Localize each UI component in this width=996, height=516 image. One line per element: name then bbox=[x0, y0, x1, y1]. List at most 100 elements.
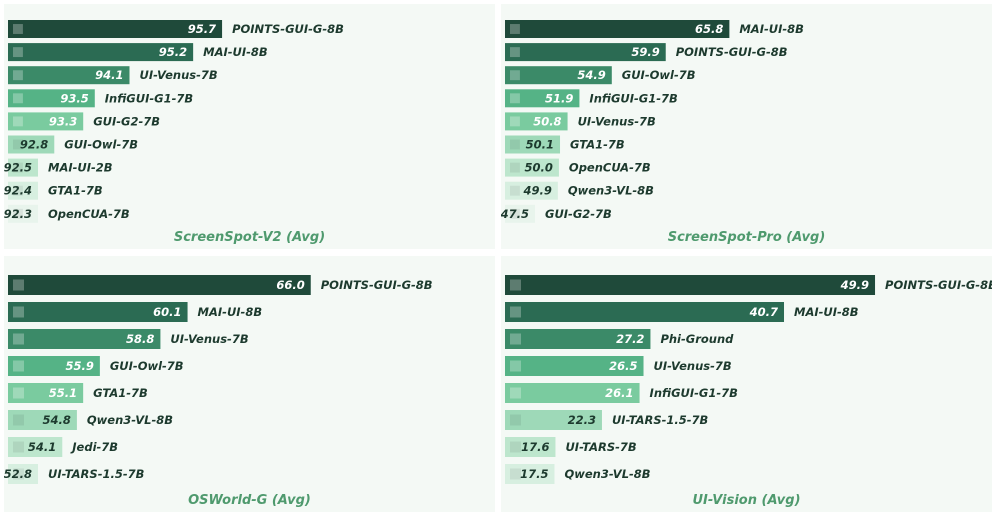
bar-group: 54.8 Qwen3-VL-8B bbox=[8, 410, 173, 430]
bar-marker bbox=[13, 185, 23, 196]
bar bbox=[8, 135, 55, 154]
bar-marker bbox=[13, 139, 23, 150]
model-name-label: MAI-UI-8B bbox=[203, 45, 268, 59]
bar bbox=[505, 437, 556, 457]
bar-value-label: 47.5 bbox=[501, 207, 529, 221]
bar-value-label: 54.9 bbox=[577, 68, 605, 82]
bar bbox=[8, 20, 223, 38]
bar bbox=[8, 410, 77, 430]
model-name-label: GUI-Owl-7B bbox=[64, 138, 138, 152]
bar-group: 50.8 UI-Venus-7B bbox=[505, 112, 656, 131]
bar-value-label: 52.8 bbox=[4, 467, 32, 481]
model-name-label: OpenCUA-7B bbox=[569, 161, 651, 175]
bar-value-label: 93.5 bbox=[60, 91, 88, 105]
bar-group: 49.9 POINTS-GUI-G-8B bbox=[505, 275, 992, 295]
bar-marker bbox=[13, 162, 23, 173]
model-name-label: GTA1-7B bbox=[570, 138, 625, 152]
bar-group: 50.1 GTA1-7B bbox=[505, 135, 625, 154]
bar-group: 93.5 InfiGUI-G1-7B bbox=[8, 89, 193, 108]
bar bbox=[8, 383, 84, 403]
bar-group: 55.9 GUI-Owl-7B bbox=[8, 356, 184, 376]
bar-value-label: 66.0 bbox=[276, 278, 304, 292]
bar-value-label: 60.1 bbox=[153, 305, 181, 319]
bar bbox=[8, 181, 38, 200]
bar bbox=[8, 329, 161, 349]
bar-marker bbox=[510, 24, 520, 34]
model-name-label: Jedi-7B bbox=[70, 440, 118, 454]
bar-group: 59.9 POINTS-GUI-G-8B bbox=[505, 43, 788, 62]
bar bbox=[505, 181, 558, 200]
model-name-label: POINTS-GUI-G-8B bbox=[232, 22, 344, 36]
bar-value-label: 92.8 bbox=[20, 138, 48, 152]
model-name-label: Phi-Ground bbox=[660, 332, 734, 346]
bar-marker bbox=[510, 387, 521, 399]
bar bbox=[8, 437, 63, 457]
bar-value-label: 54.8 bbox=[43, 413, 71, 427]
bar bbox=[8, 204, 38, 223]
bar-marker bbox=[13, 387, 24, 399]
model-name-label: UI-Venus-7B bbox=[170, 332, 248, 346]
bar-chart: 95.7 POINTS-GUI-G-8B 95.2 MAI-UI-8B 94.1 UI-V… bbox=[4, 20, 344, 223]
bar bbox=[8, 112, 84, 131]
bar-value-label: 22.3 bbox=[568, 413, 596, 427]
bar bbox=[8, 464, 38, 484]
bar bbox=[8, 66, 130, 85]
model-name-label: UI-Venus-7B bbox=[578, 114, 656, 128]
bar bbox=[505, 356, 644, 376]
bar-marker bbox=[510, 333, 521, 345]
bar-value-label: 49.9 bbox=[522, 184, 551, 198]
bar-group: 55.1 GTA1-7B bbox=[8, 383, 148, 403]
bar-group: 47.5 GUI-G2-7B bbox=[501, 204, 612, 223]
bar-value-label: 26.1 bbox=[605, 386, 633, 400]
model-name-label: GUI-Owl-7B bbox=[110, 359, 184, 373]
bar-group: 26.1 InfiGUI-G1-7B bbox=[505, 383, 738, 403]
bar-value-label: 54.1 bbox=[28, 440, 56, 454]
model-name-label: InfiGUI-G1-7B bbox=[650, 386, 739, 400]
bar bbox=[505, 20, 730, 38]
model-name-label: UI-Venus-7B bbox=[654, 359, 732, 373]
bar-group: 94.1 UI-Venus-7B bbox=[8, 66, 218, 85]
bar-marker bbox=[13, 116, 23, 127]
bar bbox=[8, 89, 95, 108]
bar bbox=[505, 66, 612, 85]
bar-marker bbox=[13, 360, 24, 372]
bar-marker bbox=[510, 279, 521, 291]
bar-value-label: 92.3 bbox=[4, 207, 32, 221]
bar-marker bbox=[510, 185, 520, 196]
bar-value-label: 49.9 bbox=[840, 278, 869, 292]
bar bbox=[505, 204, 535, 223]
bar-group: 65.8 MAI-UI-8B bbox=[505, 20, 804, 38]
bar bbox=[505, 329, 651, 349]
bar-group: 66.0 POINTS-GUI-G-8B bbox=[8, 275, 433, 295]
bar-marker bbox=[510, 360, 521, 372]
bar-value-label: 17.5 bbox=[520, 467, 548, 481]
bar-group: 92.4 GTA1-7B bbox=[4, 181, 103, 200]
bar-value-label: 40.7 bbox=[749, 305, 778, 319]
bar-marker bbox=[510, 70, 520, 81]
model-name-label: Qwen3-VL-8B bbox=[568, 184, 654, 198]
bar-marker bbox=[13, 70, 23, 81]
model-name-label: POINTS-GUI-G-8B bbox=[321, 278, 433, 292]
bar-group: 27.2 Phi-Ground bbox=[505, 329, 734, 349]
bar-marker bbox=[13, 93, 23, 104]
bar-group: 93.3 GUI-G2-7B bbox=[8, 112, 160, 131]
bar bbox=[8, 275, 311, 295]
bar-value-label: 59.9 bbox=[631, 45, 659, 59]
model-name-label: MAI-UI-8B bbox=[739, 22, 804, 36]
bar bbox=[505, 275, 876, 295]
bar-value-label: 27.2 bbox=[616, 332, 644, 346]
bar bbox=[505, 89, 580, 108]
bar-marker bbox=[510, 414, 521, 426]
bar-group: 49.9 Qwen3-VL-8B bbox=[505, 181, 654, 200]
model-name-label: MAI-UI-8B bbox=[794, 305, 859, 319]
bar bbox=[505, 158, 559, 177]
model-name-label: GUI-G2-7B bbox=[545, 207, 612, 221]
bar-value-label: 58.8 bbox=[126, 332, 154, 346]
bar-value-label: 93.3 bbox=[49, 114, 77, 128]
bar-group: 92.3 OpenCUA-7B bbox=[4, 204, 130, 223]
bar-marker bbox=[510, 208, 520, 219]
bar-group: 92.5 MAI-UI-2B bbox=[4, 158, 113, 177]
chart-panel-screenspot-pro: 65.8 MAI-UI-8B 59.9 POINTS-GUI-G-8B 54.9 GUI-… bbox=[501, 4, 992, 249]
bar-group: 54.9 GUI-Owl-7B bbox=[505, 66, 696, 85]
chart-title: OSWorld-G (Avg) bbox=[188, 493, 311, 508]
